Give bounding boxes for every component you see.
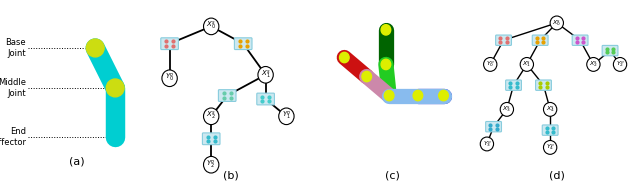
FancyBboxPatch shape bbox=[542, 125, 558, 135]
FancyBboxPatch shape bbox=[602, 45, 618, 56]
Text: $X^s_4$: $X^s_4$ bbox=[545, 104, 555, 114]
Circle shape bbox=[204, 108, 219, 125]
Text: Middle
Joint: Middle Joint bbox=[0, 78, 26, 98]
FancyBboxPatch shape bbox=[257, 93, 275, 105]
Circle shape bbox=[413, 90, 423, 101]
Circle shape bbox=[362, 71, 372, 82]
Text: $X^s_0$: $X^s_0$ bbox=[552, 18, 561, 28]
Circle shape bbox=[484, 58, 497, 71]
Circle shape bbox=[204, 156, 219, 173]
Text: $X^s_2$: $X^s_2$ bbox=[589, 60, 598, 69]
Text: $X^s_2$: $X^s_2$ bbox=[206, 110, 216, 122]
Circle shape bbox=[258, 66, 273, 83]
Text: (a): (a) bbox=[69, 156, 84, 166]
FancyBboxPatch shape bbox=[536, 80, 552, 90]
Circle shape bbox=[384, 90, 394, 101]
Text: $Y^o_4$: $Y^o_4$ bbox=[546, 143, 554, 152]
FancyBboxPatch shape bbox=[572, 35, 588, 46]
FancyBboxPatch shape bbox=[532, 35, 548, 46]
Text: $X^s_1$: $X^s_1$ bbox=[260, 69, 271, 81]
Circle shape bbox=[279, 108, 294, 125]
Circle shape bbox=[381, 59, 390, 70]
Circle shape bbox=[439, 90, 448, 101]
Circle shape bbox=[381, 25, 390, 35]
FancyBboxPatch shape bbox=[495, 35, 511, 46]
Text: $Y^o_1$: $Y^o_1$ bbox=[282, 110, 291, 122]
Circle shape bbox=[204, 18, 219, 35]
Circle shape bbox=[500, 102, 513, 116]
FancyBboxPatch shape bbox=[218, 90, 236, 101]
Circle shape bbox=[550, 16, 563, 30]
Text: End
Effector: End Effector bbox=[0, 127, 26, 147]
FancyBboxPatch shape bbox=[234, 38, 252, 50]
Circle shape bbox=[543, 102, 557, 116]
Circle shape bbox=[86, 39, 104, 57]
Circle shape bbox=[520, 58, 534, 71]
FancyBboxPatch shape bbox=[161, 38, 179, 50]
Circle shape bbox=[106, 79, 124, 97]
Text: Base
Joint: Base Joint bbox=[6, 38, 26, 58]
FancyBboxPatch shape bbox=[486, 122, 502, 132]
Circle shape bbox=[480, 137, 493, 151]
Text: (c): (c) bbox=[385, 170, 400, 180]
Text: $Y^o_3$: $Y^o_3$ bbox=[483, 139, 492, 149]
Text: (b): (b) bbox=[223, 170, 238, 180]
Text: (d): (d) bbox=[549, 170, 564, 180]
Text: $X^s_3$: $X^s_3$ bbox=[502, 104, 511, 114]
Text: $X^s_0$: $X^s_0$ bbox=[206, 20, 216, 32]
Circle shape bbox=[587, 58, 600, 71]
FancyBboxPatch shape bbox=[202, 133, 220, 145]
Text: $Y^o_0$: $Y^o_0$ bbox=[486, 60, 495, 69]
Circle shape bbox=[162, 70, 177, 87]
Text: $X^s_1$: $X^s_1$ bbox=[522, 60, 531, 69]
Text: $Y^o_2$: $Y^o_2$ bbox=[207, 159, 216, 171]
Text: $Y^o_2$: $Y^o_2$ bbox=[616, 60, 625, 69]
Text: $Y^o_0$: $Y^o_0$ bbox=[165, 72, 174, 84]
Circle shape bbox=[339, 52, 349, 63]
FancyBboxPatch shape bbox=[506, 80, 522, 90]
Circle shape bbox=[613, 58, 627, 71]
Circle shape bbox=[543, 141, 557, 154]
